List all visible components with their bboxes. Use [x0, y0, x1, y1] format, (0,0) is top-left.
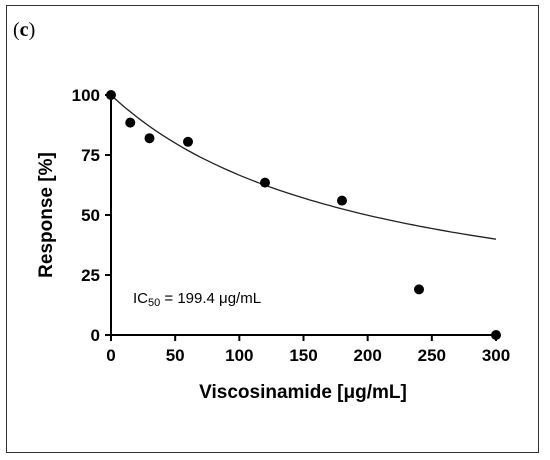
- x-tick-label: 250: [418, 346, 446, 365]
- x-tick-label: 100: [225, 346, 253, 365]
- y-tick-label: 50: [81, 206, 100, 225]
- data-point: [491, 330, 501, 340]
- data-point: [260, 177, 270, 188]
- panel-label: (c): [13, 19, 36, 41]
- data-point: [337, 195, 347, 206]
- y-tick-label: 25: [81, 266, 100, 285]
- fit-curve-line: [110, 94, 497, 240]
- y-tick-label: 75: [81, 146, 100, 165]
- data-point: [183, 136, 193, 147]
- y-tick-label: 100: [72, 86, 100, 105]
- data-point: [144, 133, 155, 144]
- fit-curve-layer: [110, 94, 497, 240]
- axis-ticks: 0 50 100 150 200 250 300 0 25 50 75 100: [72, 86, 511, 365]
- data-point: [414, 284, 424, 295]
- data-points: [106, 90, 501, 340]
- y-axis-title: Response [%]: [36, 152, 57, 278]
- data-point: [125, 117, 136, 128]
- x-tick-label: 150: [289, 346, 317, 365]
- x-tick-label: 50: [166, 346, 185, 365]
- figure-frame: [6, 5, 539, 453]
- data-point: [106, 90, 116, 100]
- ic50-annotation: IC50 = 199.4 μg/mL: [133, 290, 261, 309]
- x-tick-label: 0: [106, 346, 115, 365]
- x-tick-label: 200: [353, 346, 381, 365]
- y-tick-label: 0: [91, 326, 100, 345]
- x-tick-label: 300: [482, 346, 510, 365]
- x-axis-title: Viscosinamide [μg/mL]: [199, 382, 407, 403]
